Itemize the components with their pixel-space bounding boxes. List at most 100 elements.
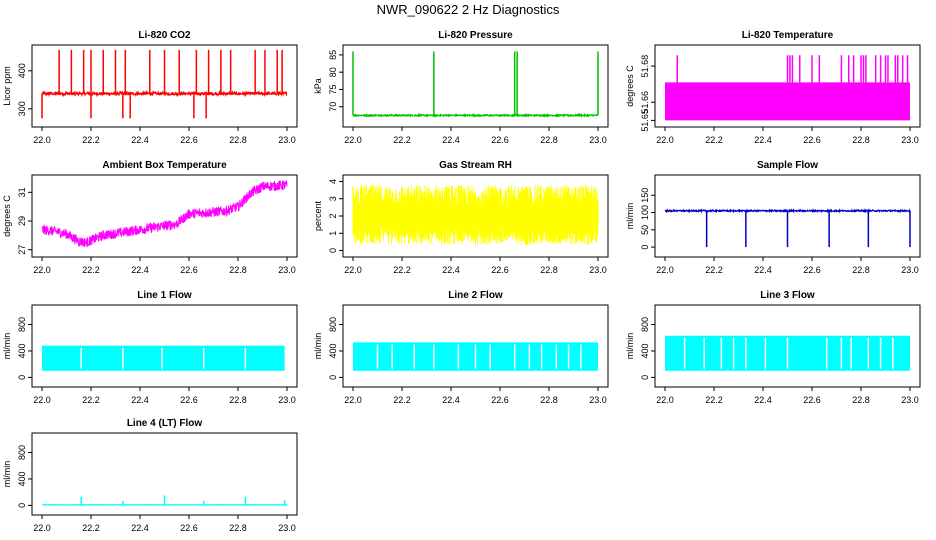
chart-series [353,342,598,371]
x-tick-label: 22.0 [33,395,51,405]
y-tick-label: 51.66 [640,91,650,114]
chart-title: Ambient Box Temperature [102,160,227,171]
x-tick-label: 23.0 [278,135,296,145]
x-tick-label: 22.8 [852,265,870,275]
chart-title: Li-820 Temperature [742,30,834,41]
x-tick-label: 22.8 [540,135,558,145]
y-axis-label: ml/min [625,333,635,360]
x-tick-label: 23.0 [278,395,296,405]
x-tick-label: 22.8 [229,135,247,145]
y-tick-label: 1 [328,231,338,236]
x-tick-label: 22.0 [656,395,674,405]
chart-series [42,345,285,371]
x-tick-label: 23.0 [278,265,296,275]
chart-title: Li-820 CO2 [138,30,191,41]
x-tick-label: 22.4 [131,395,149,405]
series-band [42,345,285,371]
y-tick-label: 0 [640,375,650,380]
x-tick-label: 22.0 [344,265,362,275]
y-tick-label: 51.68 [640,55,650,78]
y-axis: 70 75 80 85 [328,50,343,112]
x-tick-label: 22.8 [852,395,870,405]
x-tick-label: 22.2 [393,265,411,275]
plot-frame [31,304,298,388]
x-tick-label: 22.0 [344,135,362,145]
x-tick-label: 22.6 [180,135,198,145]
x-tick-label: 22.4 [442,265,460,275]
plot-frame [31,44,298,128]
x-tick-label: 23.0 [901,135,919,145]
x-tick-label: 22.2 [393,395,411,405]
series-line [352,112,599,119]
x-axis: 22.0 22.2 22.4 22.6 22.8 23.0 [344,257,607,275]
x-tick-label: 22.4 [754,135,772,145]
x-axis: 22.0 22.2 22.4 22.6 22.8 23.0 [33,515,296,533]
y-tick-label: 4 [328,179,338,184]
chart-series [352,185,599,245]
chart-title: Line 4 (LT) Flow [127,418,203,429]
x-tick-label: 22.0 [33,523,51,533]
chart-series [42,495,288,507]
x-axis: 22.0 22.2 22.4 22.6 22.8 23.0 [344,387,607,405]
chart-series [665,55,910,121]
series-band [665,82,910,121]
x-tick-label: 22.6 [180,395,198,405]
y-axis: 0 400 800 [328,317,343,380]
x-tick-label: 22.4 [131,523,149,533]
chart-series [665,335,910,371]
y-tick-label: 0 [328,248,338,253]
chart-panel-9: Line 3 Flow 22.0 22.2 22.4 22.6 22.8 23.0 0 400 8… [625,290,921,405]
y-tick-label: 0 [328,375,338,380]
y-tick-label: 2 [328,213,338,218]
plot-frame [342,44,609,128]
x-tick-label: 23.0 [278,523,296,533]
y-axis: 0 50 100 150 [640,188,655,250]
x-tick-label: 23.0 [901,265,919,275]
x-tick-label: 22.0 [33,265,51,275]
plot-frame [31,174,298,258]
chart-title: Line 2 Flow [448,290,503,301]
chart-title: Sample Flow [757,160,818,171]
y-tick-label: 85 [328,50,338,60]
y-tick-label: 3 [328,196,338,201]
chart-panel-10: Line 4 (LT) Flow 22.0 22.2 22.4 22.6 22.8 23.0… [2,418,298,533]
x-tick-label: 22.4 [754,265,772,275]
x-tick-label: 22.2 [82,265,100,275]
x-tick-label: 22.2 [82,135,100,145]
figure-title: NWR_090622 2 Hz Diagnostics [377,2,560,17]
y-tick-label: 400 [17,343,27,358]
x-tick-label: 22.8 [540,265,558,275]
x-tick-label: 22.8 [229,395,247,405]
chart-title: Line 1 Flow [137,290,192,301]
x-tick-label: 22.2 [705,395,723,405]
y-axis-label: percent [313,200,323,231]
x-tick-label: 22.6 [180,523,198,533]
chart-panel-5: Gas Stream RH 22.0 22.2 22.4 22.6 22.8 23.0 0 1 2… [313,160,609,275]
plot-frame [342,304,609,388]
y-tick-label: 800 [17,445,27,460]
x-tick-label: 22.4 [131,265,149,275]
chart-title: Line 3 Flow [760,290,815,301]
x-tick-label: 22.8 [852,135,870,145]
y-axis-label: kPa [313,78,323,94]
x-axis: 22.0 22.2 22.4 22.6 22.8 23.0 [33,257,296,275]
x-tick-label: 22.2 [705,135,723,145]
x-tick-label: 22.6 [491,135,509,145]
y-tick-label: 800 [328,317,338,332]
y-tick-label: 0 [640,245,650,250]
y-tick-label: 400 [640,343,650,358]
x-axis: 22.0 22.2 22.4 22.6 22.8 23.0 [656,257,919,275]
chart-panel-1: Li-820 CO2 22.0 22.2 22.4 22.6 22.8 23.0 300 400… [2,30,298,145]
y-axis: 0 400 800 [17,317,32,380]
x-tick-label: 23.0 [589,135,607,145]
y-tick-label: 100 [640,205,650,220]
x-tick-label: 22.0 [656,135,674,145]
y-axis-label: ml/min [2,461,12,488]
y-tick-label: 150 [640,188,650,203]
chart-series [41,49,288,119]
x-tick-label: 22.8 [229,523,247,533]
x-axis: 22.0 22.2 22.4 22.6 22.8 23.0 [33,387,296,405]
y-tick-label: 400 [17,63,27,78]
x-tick-label: 22.0 [33,135,51,145]
